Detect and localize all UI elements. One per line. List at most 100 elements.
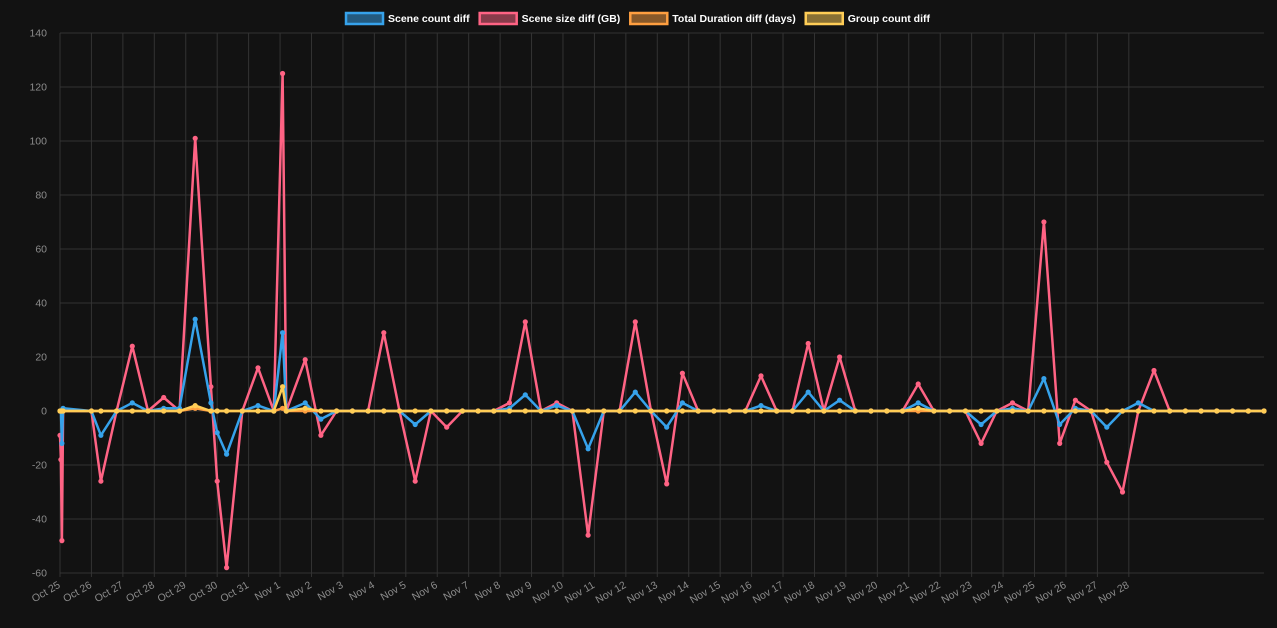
data-point-scene-size-diff-gb[interactable] bbox=[192, 135, 198, 141]
data-point-scene-size-diff-gb[interactable] bbox=[381, 330, 387, 336]
data-point-scene-size-diff-gb[interactable] bbox=[506, 400, 513, 406]
data-point-group-count-diff[interactable] bbox=[962, 408, 969, 414]
data-point-group-count-diff[interactable] bbox=[396, 408, 403, 414]
legend-item-scene-count-diff[interactable]: Scene count diff bbox=[344, 11, 470, 26]
data-point-total-duration-diff-days[interactable] bbox=[280, 405, 286, 411]
data-point-scene-count-diff[interactable] bbox=[129, 400, 135, 406]
data-point-group-count-diff[interactable] bbox=[491, 408, 497, 414]
data-point-scene-count-diff[interactable] bbox=[978, 421, 984, 428]
data-point-scene-count-diff[interactable] bbox=[214, 430, 220, 436]
data-point-group-count-diff[interactable] bbox=[1119, 408, 1126, 414]
data-point-group-count-diff[interactable] bbox=[1167, 408, 1173, 414]
data-point-group-count-diff[interactable] bbox=[98, 408, 104, 414]
data-point-group-count-diff[interactable] bbox=[365, 408, 371, 414]
data-point-group-count-diff[interactable] bbox=[978, 408, 984, 414]
data-point-group-count-diff[interactable] bbox=[224, 408, 230, 414]
data-point-group-count-diff[interactable] bbox=[283, 408, 289, 414]
data-point-group-count-diff[interactable] bbox=[318, 408, 324, 414]
data-point-scene-size-diff-gb[interactable] bbox=[664, 481, 670, 487]
data-point-group-count-diff[interactable] bbox=[695, 408, 701, 414]
data-point-scene-size-diff-gb[interactable] bbox=[1104, 459, 1110, 465]
data-point-scene-size-diff-gb[interactable] bbox=[302, 357, 308, 363]
data-point-group-count-diff[interactable] bbox=[60, 408, 66, 414]
data-point-scene-count-diff[interactable] bbox=[679, 400, 686, 406]
data-point-scene-size-diff-gb[interactable] bbox=[805, 340, 811, 347]
data-point-scene-size-diff-gb[interactable] bbox=[214, 478, 220, 484]
data-point-group-count-diff[interactable] bbox=[145, 408, 151, 414]
data-point-group-count-diff[interactable] bbox=[1182, 408, 1188, 414]
data-point-group-count-diff[interactable] bbox=[538, 408, 544, 414]
data-point-scene-size-diff-gb[interactable] bbox=[98, 478, 104, 484]
data-point-scene-size-diff-gb[interactable] bbox=[1057, 440, 1063, 446]
data-point-scene-count-diff[interactable] bbox=[302, 400, 308, 406]
data-point-scene-size-diff-gb[interactable] bbox=[129, 343, 135, 349]
data-point-group-count-diff[interactable] bbox=[506, 408, 513, 414]
data-point-group-count-diff[interactable] bbox=[1230, 408, 1236, 414]
data-point-group-count-diff[interactable] bbox=[789, 408, 796, 414]
data-point-group-count-diff[interactable] bbox=[271, 408, 277, 414]
data-point-group-count-diff[interactable] bbox=[664, 408, 670, 414]
data-point-scene-count-diff[interactable] bbox=[632, 389, 638, 395]
data-point-group-count-diff[interactable] bbox=[617, 408, 623, 414]
data-point-group-count-diff[interactable] bbox=[255, 408, 261, 414]
data-point-scene-count-diff[interactable] bbox=[664, 424, 670, 430]
data-point-scene-count-diff[interactable] bbox=[59, 440, 65, 446]
data-point-scene-count-diff[interactable] bbox=[192, 316, 198, 322]
data-point-scene-count-diff[interactable] bbox=[255, 403, 261, 409]
data-point-scene-count-diff[interactable] bbox=[98, 432, 104, 438]
data-point-scene-size-diff-gb[interactable] bbox=[679, 370, 686, 376]
data-point-scene-count-diff[interactable] bbox=[1057, 421, 1063, 428]
data-point-group-count-diff[interactable] bbox=[381, 408, 387, 414]
data-point-group-count-diff[interactable] bbox=[648, 408, 654, 414]
data-point-scene-size-diff-gb[interactable] bbox=[758, 373, 764, 379]
data-point-scene-count-diff[interactable] bbox=[554, 403, 560, 409]
data-point-group-count-diff[interactable] bbox=[884, 408, 890, 414]
data-point-group-count-diff[interactable] bbox=[522, 408, 528, 414]
data-point-scene-count-diff[interactable] bbox=[1041, 376, 1047, 382]
data-point-group-count-diff[interactable] bbox=[821, 408, 827, 414]
data-point-scene-count-diff[interactable] bbox=[224, 451, 230, 457]
data-point-scene-count-diff[interactable] bbox=[1135, 400, 1141, 406]
data-point-group-count-diff[interactable] bbox=[742, 408, 748, 414]
data-point-group-count-diff[interactable] bbox=[711, 408, 717, 414]
data-point-group-count-diff[interactable] bbox=[1025, 408, 1031, 414]
data-point-group-count-diff[interactable] bbox=[1088, 408, 1094, 414]
data-point-scene-size-diff-gb[interactable] bbox=[224, 565, 230, 571]
data-point-scene-count-diff[interactable] bbox=[585, 446, 591, 452]
data-point-group-count-diff[interactable] bbox=[931, 408, 937, 414]
data-point-scene-count-diff[interactable] bbox=[758, 403, 764, 409]
data-point-group-count-diff[interactable] bbox=[161, 408, 167, 414]
legend-item-group-count-diff[interactable]: Group count diff bbox=[804, 11, 931, 26]
data-point-group-count-diff[interactable] bbox=[1057, 408, 1063, 414]
data-point-scene-size-diff-gb[interactable] bbox=[837, 354, 843, 360]
data-point-group-count-diff[interactable] bbox=[302, 405, 308, 411]
data-point-group-count-diff[interactable] bbox=[1151, 408, 1157, 414]
data-point-scene-count-diff[interactable] bbox=[280, 330, 286, 336]
data-point-group-count-diff[interactable] bbox=[1009, 408, 1016, 414]
data-point-group-count-diff[interactable] bbox=[727, 408, 733, 414]
data-point-group-count-diff[interactable] bbox=[349, 408, 355, 414]
data-point-group-count-diff[interactable] bbox=[1041, 408, 1047, 414]
legend-item-total-duration-diff-days[interactable]: Total Duration diff (days) bbox=[629, 11, 796, 26]
data-point-scene-count-diff[interactable] bbox=[412, 421, 418, 428]
data-point-group-count-diff[interactable] bbox=[601, 408, 607, 414]
data-point-scene-count-diff[interactable] bbox=[208, 400, 214, 406]
data-point-group-count-diff[interactable] bbox=[88, 408, 94, 414]
data-point-group-count-diff[interactable] bbox=[192, 403, 198, 409]
data-point-scene-size-diff-gb[interactable] bbox=[1119, 489, 1126, 495]
data-point-group-count-diff[interactable] bbox=[459, 408, 465, 414]
data-point-scene-size-diff-gb[interactable] bbox=[255, 365, 261, 371]
data-point-group-count-diff[interactable] bbox=[994, 408, 1000, 414]
data-point-group-count-diff[interactable] bbox=[837, 408, 843, 414]
data-point-group-count-diff[interactable] bbox=[208, 408, 214, 414]
data-point-group-count-diff[interactable] bbox=[1261, 408, 1267, 414]
data-point-group-count-diff[interactable] bbox=[632, 408, 638, 414]
data-point-group-count-diff[interactable] bbox=[758, 408, 764, 414]
data-point-scene-count-diff[interactable] bbox=[837, 397, 843, 403]
data-point-scene-size-diff-gb[interactable] bbox=[632, 319, 638, 325]
data-point-group-count-diff[interactable] bbox=[280, 384, 286, 390]
data-point-group-count-diff[interactable] bbox=[947, 408, 953, 414]
data-point-group-count-diff[interactable] bbox=[475, 408, 481, 414]
data-point-group-count-diff[interactable] bbox=[585, 408, 591, 414]
data-point-scene-size-diff-gb[interactable] bbox=[1009, 400, 1016, 406]
